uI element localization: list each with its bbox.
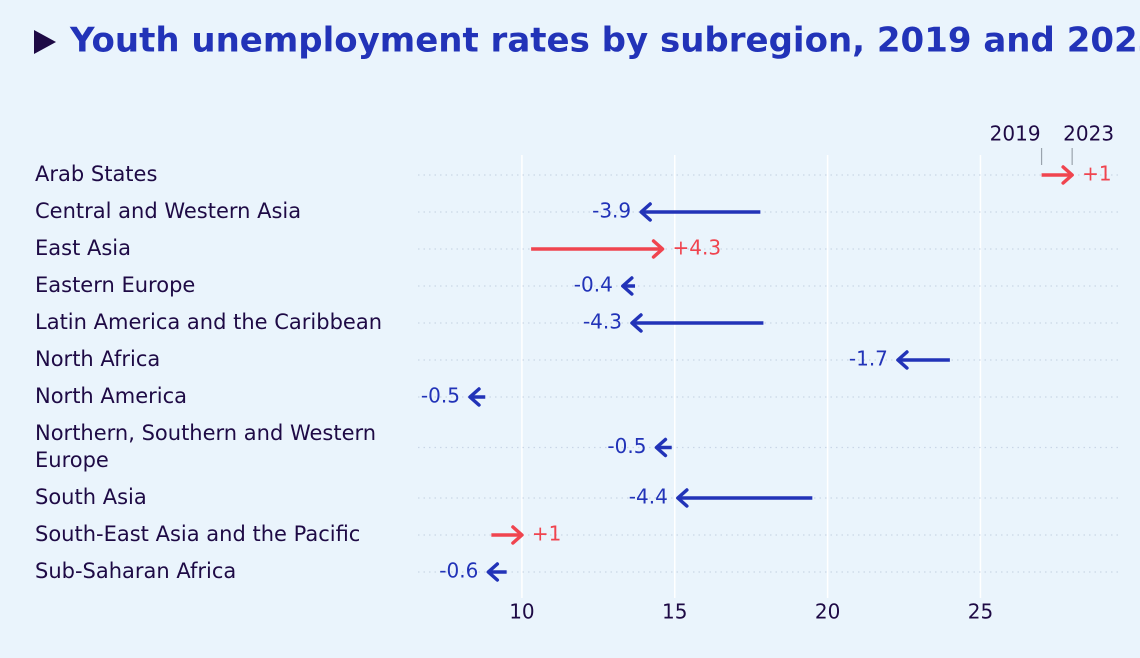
arrow <box>676 488 813 508</box>
category-label: South Asia <box>35 485 147 509</box>
category-label: Sub-Saharan Africa <box>35 559 236 583</box>
title-marker <box>34 30 56 54</box>
arrow-head <box>676 488 689 508</box>
rows: Arab States +1 2019 2023 Central and Western… <box>35 122 1114 584</box>
category-line: Northern, Southern and Western <box>35 421 376 445</box>
x-tick-label: 10 <box>509 600 534 624</box>
x-tick-label: 25 <box>968 600 993 624</box>
arrow-head <box>639 202 652 222</box>
x-tick-label: 15 <box>662 600 687 624</box>
change-label: -4.4 <box>629 485 668 509</box>
arrow-head <box>468 387 481 407</box>
arrow <box>491 525 524 545</box>
arrow <box>1041 165 1074 185</box>
legend-label: 2019 <box>990 122 1041 146</box>
arrow <box>654 437 672 458</box>
category-label: Latin America and the Caribbean <box>35 310 382 334</box>
category-label: Central and Western Asia <box>35 199 301 223</box>
category-label: North America <box>35 384 187 408</box>
category-label: Eastern Europe <box>35 273 195 297</box>
change-label: -0.6 <box>439 559 478 583</box>
arrow <box>896 350 950 370</box>
arrow-head <box>1061 165 1074 185</box>
arrow <box>486 562 507 582</box>
arrow <box>621 276 636 296</box>
category-label: East Asia <box>35 236 131 260</box>
change-label: -0.5 <box>607 434 646 458</box>
change-label: -1.7 <box>849 347 888 371</box>
change-label: +1 <box>532 522 561 546</box>
category-label: South-East Asia and the Pacific <box>35 522 360 546</box>
category-label: North Africa <box>35 347 160 371</box>
arrow-head <box>511 525 524 545</box>
grid <box>418 155 1118 598</box>
arrow <box>630 313 764 333</box>
change-label: +1 <box>1082 162 1111 186</box>
x-tick-label: 20 <box>815 600 840 624</box>
arrow-head <box>654 437 668 458</box>
arrow-head <box>486 562 500 582</box>
arrow-head <box>621 276 634 296</box>
chart-title: Youth unemployment rates by subregion, 2… <box>69 21 1140 61</box>
category-line: Europe <box>35 448 109 472</box>
change-label: -0.4 <box>574 273 613 297</box>
arrow <box>468 387 486 407</box>
change-label: -3.9 <box>592 199 631 223</box>
arrow <box>639 202 761 222</box>
category-label: Northern, Southern and Western Europe <box>35 421 376 472</box>
arrow <box>531 239 665 259</box>
legend-label: 2023 <box>1063 122 1114 146</box>
arrow-head <box>651 239 665 259</box>
change-label: -4.3 <box>583 310 622 334</box>
change-label: -0.5 <box>421 384 460 408</box>
arrow-head <box>630 313 643 333</box>
arrow-head <box>896 350 909 370</box>
category-label: Arab States <box>35 162 157 186</box>
change-label: +4.3 <box>673 236 722 260</box>
